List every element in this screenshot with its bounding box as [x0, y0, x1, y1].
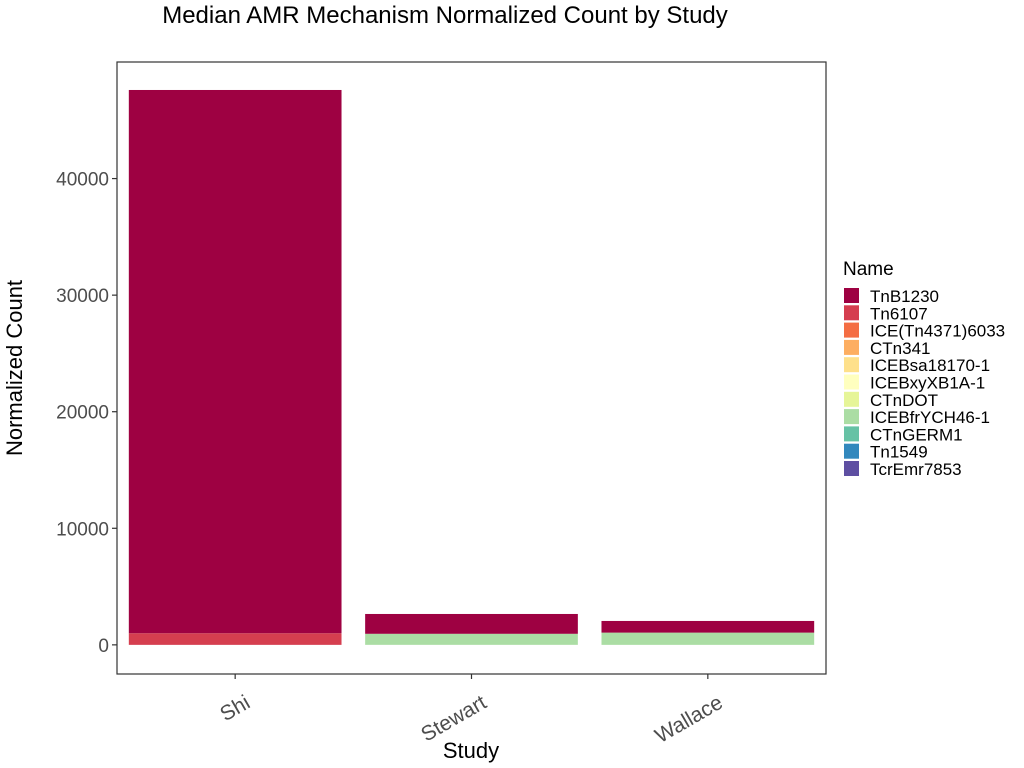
legend-label: TnB1230 [870, 287, 939, 306]
legend-label: TcrEmr7853 [870, 460, 962, 479]
legend-key [844, 391, 859, 407]
y-axis-title: Normalized Count [2, 280, 27, 456]
bar-segment [601, 620, 815, 633]
legend-key [844, 339, 859, 355]
legend-label: CTn341 [870, 339, 930, 358]
legend-label: ICEBxyXB1A-1 [870, 374, 985, 393]
legend-label: ICEBfrYCH46-1 [870, 408, 990, 427]
y-tick-label: 10000 [56, 519, 109, 540]
legend-key [844, 409, 859, 425]
legend-title: Name [843, 259, 894, 280]
legend-label: CTnGERM1 [870, 425, 963, 444]
bar-segment [365, 613, 578, 634]
x-axis: Shi Stewart Wallace [216, 674, 727, 748]
y-tick-label: 0 [98, 636, 109, 657]
x-axis-title: Study [443, 738, 499, 763]
legend-key [844, 357, 859, 373]
legend-key [844, 305, 859, 321]
legend-key [844, 426, 859, 442]
legend: Name TnB1230Tn6107ICE(Tn4371)6033CTn341I… [843, 259, 1005, 479]
y-axis: 0 10000 20000 30000 40000 [56, 170, 117, 657]
legend-label: Tn6107 [870, 304, 928, 323]
x-tick-label: Shi [216, 691, 254, 726]
legend-label: CTnDOT [870, 391, 938, 410]
legend-key [844, 322, 859, 338]
y-tick-label: 20000 [56, 403, 109, 424]
y-tick-label: 30000 [56, 286, 109, 307]
legend-key [844, 288, 859, 303]
legend-key [844, 461, 859, 476]
bar-segment [128, 633, 342, 645]
bars [128, 89, 815, 645]
y-tick-label: 40000 [56, 170, 109, 191]
legend-label: ICEBsa18170-1 [870, 356, 990, 375]
legend-key [844, 443, 859, 459]
x-tick-label: Wallace [651, 691, 727, 748]
bar-segment [365, 633, 578, 645]
legend-key [844, 374, 859, 390]
chart-title: Median AMR Mechanism Normalized Count by… [162, 2, 728, 29]
bar-segment [601, 632, 815, 645]
legend-label: Tn1549 [870, 443, 928, 462]
bar-segment [128, 89, 342, 634]
legend-label: ICE(Tn4371)6033 [870, 322, 1005, 341]
